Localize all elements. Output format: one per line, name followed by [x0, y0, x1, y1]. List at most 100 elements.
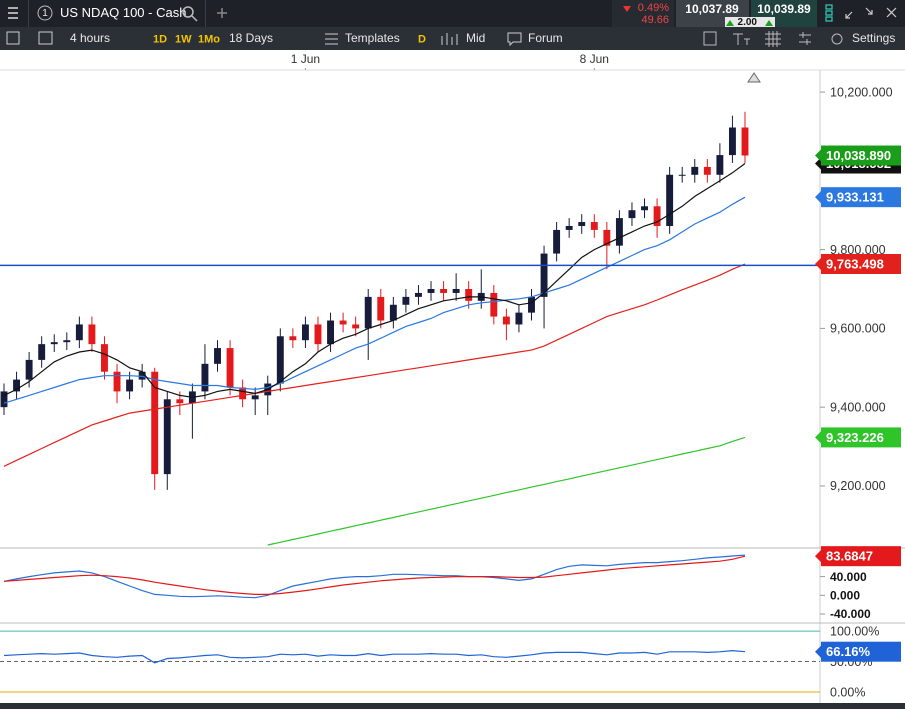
scroll-marker[interactable] — [747, 72, 761, 83]
candle-body — [226, 348, 234, 388]
candle-body — [427, 289, 435, 293]
toolbar: 4 hours 1D 1W 1Mo 18 Days Templates D Mi… — [0, 27, 905, 50]
price-badge-label: 9,323.226 — [826, 430, 884, 445]
candle-body — [402, 296, 410, 305]
x-tick-label: 1 Jun — [291, 52, 320, 66]
price-badge — [821, 427, 901, 448]
divider — [28, 0, 29, 27]
y-tick-label: 0.00% — [830, 685, 865, 699]
candle-body — [691, 166, 699, 175]
candle-body — [540, 253, 548, 297]
series-line — [3, 555, 746, 595]
period-button[interactable]: 1D — [153, 33, 167, 45]
series-line — [3, 263, 746, 467]
badge-pointer — [815, 550, 821, 563]
down-arrow — [623, 6, 631, 12]
candle-body — [88, 324, 96, 345]
price-badge-label: 83.6847 — [826, 549, 873, 564]
layout-icon[interactable] — [38, 31, 53, 45]
candle-body — [13, 379, 21, 392]
period-button[interactable]: 1W — [175, 33, 192, 45]
date-strip — [0, 50, 905, 70]
candle-body — [201, 363, 209, 392]
candle-body — [138, 371, 146, 380]
y-tick-label: 9,600.000 — [830, 322, 886, 336]
price-badge-label: 9,763.498 — [826, 256, 884, 271]
add-tab[interactable] — [217, 8, 227, 18]
candle-body — [101, 344, 108, 372]
window-icons[interactable] — [825, 4, 897, 22]
mode[interactable]: D — [418, 33, 426, 45]
candle-body — [741, 127, 749, 156]
y-tick-label: 10,200.000 — [830, 85, 893, 99]
candle-body — [615, 218, 623, 246]
price-icon — [441, 33, 458, 45]
candle-body — [314, 324, 322, 345]
badge-pointer — [815, 257, 821, 270]
candle-body — [339, 320, 347, 325]
interval[interactable]: 4 hours — [70, 31, 110, 45]
title-bar: 1 US NDAQ 100 - Cash 0.49% 49.66 10,037.… — [0, 0, 905, 28]
candle-body — [113, 371, 121, 392]
y-tick-label: 40.000 — [830, 570, 867, 584]
settings[interactable]: Settings — [852, 31, 895, 45]
candle-body — [440, 289, 448, 293]
change-pct: 0.49% — [638, 2, 669, 14]
candle-body — [502, 316, 510, 325]
forum-icon — [507, 32, 522, 47]
y-tick-label: 9,800.000 — [830, 243, 886, 257]
y-tick-label: -40.000 — [830, 607, 871, 621]
candle-body — [565, 225, 573, 230]
bottom-bar — [0, 703, 905, 709]
candle-body — [653, 206, 661, 226]
series-line — [3, 163, 746, 398]
candle-body — [214, 348, 221, 364]
badge-pointer — [815, 149, 821, 162]
series-line — [3, 554, 746, 599]
candle-body — [301, 324, 309, 341]
templates[interactable]: Templates — [345, 31, 400, 45]
price-badge — [821, 546, 901, 567]
candle-body — [377, 296, 385, 321]
price-badge — [821, 187, 901, 208]
candle-body — [515, 312, 523, 325]
candle-body — [63, 340, 71, 343]
candle-body — [251, 395, 259, 400]
instrument-title[interactable]: US NDAQ 100 - Cash — [60, 5, 186, 20]
candle-body — [289, 336, 297, 341]
candle-body — [176, 399, 184, 404]
tab-number: 1 — [42, 8, 48, 19]
x-tick-label: 8 Jun — [580, 52, 609, 66]
candle-body — [578, 222, 586, 226]
y-tick-label: 100.00% — [830, 624, 879, 638]
candle-body — [38, 344, 46, 360]
price-badge — [821, 145, 901, 166]
candle-body — [352, 324, 360, 329]
candle-body — [25, 359, 33, 380]
tab-circle — [37, 5, 53, 21]
tool-icons[interactable] — [703, 31, 843, 47]
candle-body — [603, 229, 611, 246]
divider — [205, 0, 206, 27]
templates-icon — [325, 33, 338, 45]
range[interactable]: 18 Days — [229, 31, 273, 45]
search-icon[interactable] — [182, 6, 198, 22]
period-button[interactable]: 1Mo — [198, 33, 220, 45]
series-line — [3, 196, 746, 404]
candle-body — [728, 127, 736, 156]
price-badge-label: 66.16% — [826, 644, 871, 659]
price-badge-label: 9,933.131 — [826, 190, 884, 205]
series-line — [3, 649, 746, 664]
candle-body — [465, 289, 473, 301]
candle-body — [163, 399, 171, 475]
forum[interactable]: Forum — [528, 31, 563, 45]
candle-body — [590, 222, 598, 230]
sell-price: 10,037.89 — [685, 2, 739, 16]
price-badge — [821, 641, 901, 662]
price-type[interactable]: Mid — [466, 31, 485, 45]
list-icon[interactable] — [6, 31, 20, 45]
menu-icon[interactable] — [8, 7, 18, 19]
candle-body — [0, 391, 8, 408]
spread-arrow — [726, 20, 734, 26]
change-box — [612, 0, 674, 27]
